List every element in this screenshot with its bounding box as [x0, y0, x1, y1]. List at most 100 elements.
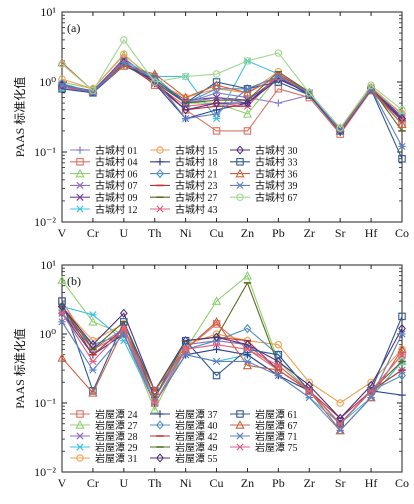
legend-label: 古城村 06	[95, 167, 138, 180]
legend-label: 古城村 21	[175, 167, 218, 180]
data-point	[367, 387, 375, 395]
legend-label: 古城村 04	[95, 156, 138, 169]
legend-item: 古城村 01	[70, 144, 138, 157]
data-point	[119, 308, 128, 318]
data-point	[89, 86, 97, 95]
data-point	[57, 353, 67, 362]
legend-label: 岩屋潭 24	[95, 408, 138, 421]
legend-marker	[236, 181, 244, 189]
data-point	[398, 106, 406, 114]
data-point	[336, 426, 344, 435]
series-line	[61, 60, 403, 132]
series-14	[58, 309, 406, 428]
legend-marker	[156, 158, 164, 166]
x-tick-label: Pb	[272, 476, 285, 490]
legend-label: 古城村 36	[255, 167, 298, 180]
data-point	[336, 399, 344, 407]
legend-item: 古城村 21	[150, 167, 218, 180]
data-point	[274, 99, 283, 107]
series-line	[61, 312, 403, 425]
x-tick-label: Ni	[180, 476, 193, 490]
data-point	[367, 393, 375, 402]
data-point	[243, 98, 252, 108]
data-point	[120, 324, 128, 333]
data-point	[212, 70, 221, 78]
legend-marker	[156, 146, 164, 154]
y-tick-label: 10⁰	[39, 327, 56, 341]
series-line	[61, 306, 403, 425]
data-point	[242, 87, 253, 97]
data-point	[212, 357, 221, 366]
legend-item: 古城村 27	[150, 191, 218, 204]
legend-marker	[76, 146, 84, 154]
data-point	[151, 399, 159, 407]
legend-item: 古城村 23	[150, 179, 218, 192]
legend-marker	[236, 443, 244, 451]
data-point	[89, 311, 97, 319]
series-line	[61, 281, 403, 425]
data-point	[242, 109, 253, 118]
legend-item: 古城村 09	[70, 191, 138, 204]
data-point	[212, 371, 221, 380]
data-point	[398, 142, 406, 151]
data-point	[398, 330, 406, 338]
data-point	[243, 85, 252, 93]
legend-item: 岩屋潭 61	[230, 408, 298, 421]
y-axis-label: PAAS 标准化值	[12, 328, 27, 409]
legend-label: 岩屋潭 67	[255, 419, 298, 432]
data-point	[119, 61, 129, 70]
data-point	[57, 57, 67, 67]
data-point	[181, 99, 190, 107]
series-9	[58, 281, 406, 425]
data-point	[58, 308, 66, 318]
series-line	[61, 57, 403, 132]
y-tick-label: 10⁻²	[34, 215, 56, 229]
chart-panel-2: 10⁻² 10⁻¹ 10⁰ 10¹ V Cr U Th Ni Cu Zn Pb Zr Sr Hf Co PAAS…	[12, 258, 409, 490]
legend-marker	[156, 453, 164, 463]
data-point	[212, 332, 221, 342]
data-point	[89, 366, 97, 374]
data-point	[181, 92, 191, 102]
data-point	[398, 391, 406, 399]
data-point	[367, 380, 376, 391]
legend-item: 岩屋潭 40	[150, 419, 218, 432]
data-point	[212, 98, 221, 108]
data-point	[274, 72, 283, 81]
data-point	[181, 345, 190, 353]
legend-item: 古城村 33	[230, 156, 298, 169]
x-tick-label: V	[58, 226, 67, 240]
data-point	[243, 57, 252, 65]
legend-marker	[76, 410, 84, 418]
data-point	[242, 360, 253, 370]
x-tick-label: Zn	[241, 476, 254, 490]
data-point	[398, 312, 406, 321]
legend-marker	[236, 193, 244, 201]
data-point	[336, 420, 344, 428]
data-point	[367, 81, 375, 89]
data-point	[58, 318, 66, 326]
legend-marker	[236, 158, 244, 166]
legend-label: 古城村 07	[95, 179, 138, 192]
legend-item: 古城村 30	[230, 144, 298, 157]
data-point	[88, 316, 98, 326]
data-point	[212, 127, 221, 135]
legend-label: 古城村 27	[175, 191, 218, 204]
data-point	[212, 110, 221, 118]
legend-label: 岩屋潭 55	[175, 452, 218, 465]
chart-panel-1: 10⁻² 10⁻¹ 10⁰ 10¹ V Cr U Th Ni Cu Zn Pb Zr Sr Hf Co PAAS…	[12, 5, 409, 240]
y-tick-label: 10¹	[40, 5, 56, 19]
x-tick-label: Cu	[210, 476, 224, 490]
legend-marker	[156, 205, 164, 213]
x-tick-label: Ni	[180, 226, 193, 240]
data-point	[211, 296, 222, 305]
legend-label: 古城村 23	[175, 179, 218, 192]
legend-marker	[156, 410, 164, 418]
panel-label: (a)	[67, 21, 80, 35]
series-3	[57, 50, 407, 135]
legend-item: 岩屋潭 24	[70, 408, 138, 421]
legend-marker	[235, 168, 245, 178]
legend-label: 古城村 12	[95, 203, 138, 216]
legend-marker	[236, 432, 244, 440]
legend-item: 古城村 67	[230, 191, 298, 204]
data-point	[181, 105, 190, 115]
